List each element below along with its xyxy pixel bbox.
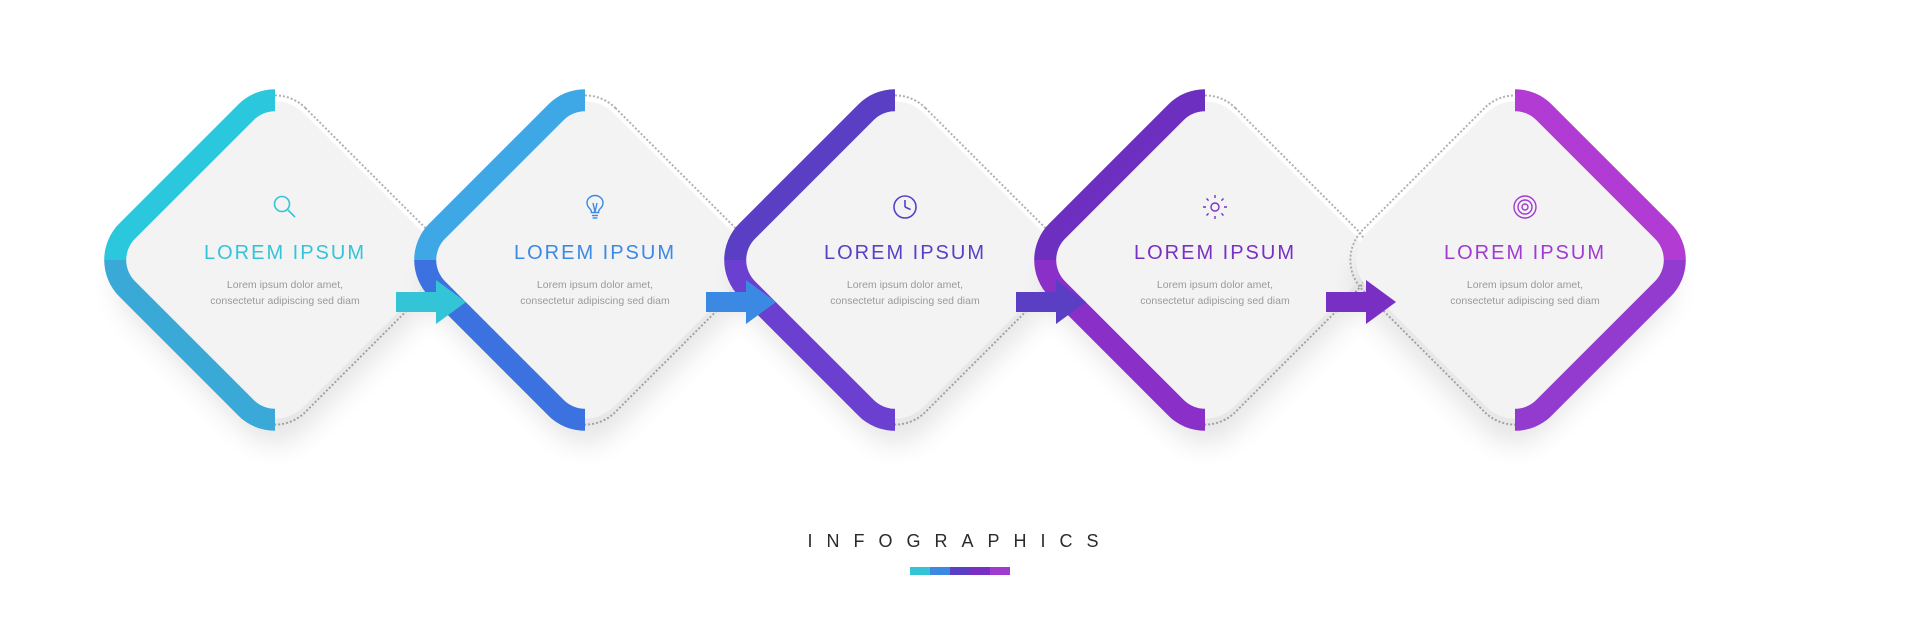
- step-body: Lorem ipsum dolor amet, consectetur adip…: [515, 277, 675, 310]
- process-step: LOREM IPSUM Lorem ipsum dolor amet, conse…: [1385, 130, 1645, 390]
- step-body: Lorem ipsum dolor amet, consectetur adip…: [1135, 277, 1295, 310]
- step-title: LOREM IPSUM: [824, 242, 986, 265]
- step-title: LOREM IPSUM: [1134, 242, 1296, 265]
- connector-arrow: [1324, 278, 1398, 326]
- process-step: LOREM IPSUM Lorem ipsum dolor amet, conse…: [455, 130, 715, 390]
- target-icon: [1510, 192, 1540, 222]
- footer-title: INFOGRAPHICS: [0, 531, 1920, 552]
- step-body: Lorem ipsum dolor amet, consectetur adip…: [825, 277, 985, 310]
- process-step: LOREM IPSUM Lorem ipsum dolor amet, conse…: [1075, 130, 1335, 390]
- swatch: [970, 567, 990, 575]
- clock-icon: [890, 192, 920, 222]
- connector-arrow: [1014, 278, 1088, 326]
- step-content: LOREM IPSUM Lorem ipsum dolor amet, conse…: [1105, 192, 1325, 390]
- step-title: LOREM IPSUM: [204, 242, 366, 265]
- step-content: LOREM IPSUM Lorem ipsum dolor amet, conse…: [795, 192, 1015, 390]
- step-title: LOREM IPSUM: [514, 242, 676, 265]
- process-step: LOREM IPSUM Lorem ipsum dolor amet, conse…: [765, 130, 1025, 390]
- step-title: LOREM IPSUM: [1444, 242, 1606, 265]
- swatch: [990, 567, 1010, 575]
- process-step: LOREM IPSUM Lorem ipsum dolor amet, conse…: [145, 130, 405, 390]
- step-content: LOREM IPSUM Lorem ipsum dolor amet, conse…: [485, 192, 705, 390]
- swatch: [930, 567, 950, 575]
- connector-arrow: [394, 278, 468, 326]
- magnifier-icon: [270, 192, 300, 222]
- swatch: [950, 567, 970, 575]
- footer: INFOGRAPHICS: [0, 531, 1920, 580]
- footer-swatches: [910, 567, 1010, 575]
- gear-icon: [1200, 192, 1230, 222]
- step-body: Lorem ipsum dolor amet, consectetur adip…: [205, 277, 365, 310]
- step-body: Lorem ipsum dolor amet, consectetur adip…: [1445, 277, 1605, 310]
- step-content: LOREM IPSUM Lorem ipsum dolor amet, conse…: [175, 192, 395, 390]
- infographic-canvas: LOREM IPSUM Lorem ipsum dolor amet, conse…: [0, 0, 1920, 640]
- swatch: [910, 567, 930, 575]
- connector-arrow: [704, 278, 778, 326]
- lightbulb-icon: [580, 192, 610, 222]
- step-content: LOREM IPSUM Lorem ipsum dolor amet, conse…: [1415, 192, 1635, 390]
